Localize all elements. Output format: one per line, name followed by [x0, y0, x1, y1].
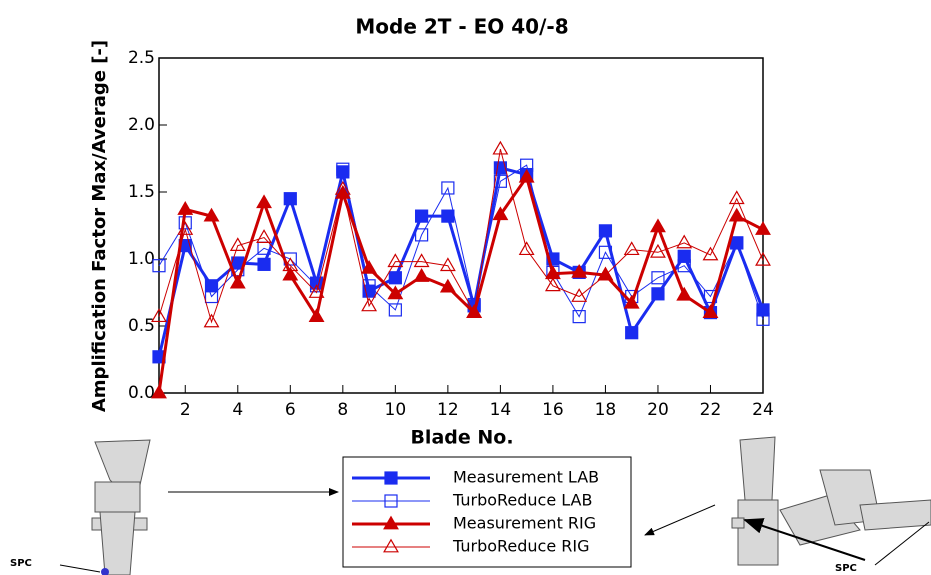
series-line: [159, 149, 763, 322]
legend-label: Measurement LAB: [453, 468, 599, 487]
left-blade-mesh: [92, 440, 150, 575]
marker: [651, 220, 665, 232]
marker: [258, 258, 270, 270]
marker: [704, 248, 718, 260]
y-tick-label: 1.5: [128, 182, 155, 202]
marker: [677, 288, 691, 300]
x-tick-label: 24: [752, 400, 774, 420]
y-tick-label: 2.0: [128, 115, 155, 135]
legend-label: TurboReduce LAB: [452, 491, 592, 510]
arrow: [645, 505, 715, 535]
marker: [625, 242, 639, 254]
right-blade-mesh: [732, 437, 931, 565]
x-tick-label: 2: [180, 400, 191, 420]
annotation: SPC: [835, 563, 857, 574]
x-tick-label: 16: [542, 400, 564, 420]
marker: [231, 276, 245, 288]
y-tick-label: 0.5: [128, 316, 155, 336]
marker: [415, 269, 429, 281]
chart-title: Mode 2T - EO 40/-8: [355, 15, 568, 39]
marker: [389, 272, 401, 284]
legend-label: Measurement RIG: [453, 514, 596, 533]
x-tick-label: 4: [232, 400, 243, 420]
legend-marker: [385, 472, 397, 484]
marker: [415, 254, 429, 266]
arrow: [60, 565, 100, 572]
marker: [337, 166, 349, 178]
marker: [416, 210, 428, 222]
marker: [178, 202, 192, 214]
series-line: [159, 177, 763, 393]
plot-frame: [159, 58, 763, 393]
marker: [677, 236, 691, 248]
x-tick-label: 10: [385, 400, 407, 420]
marker: [730, 192, 744, 204]
y-tick-label: 2.5: [128, 48, 155, 68]
marker: [442, 210, 454, 222]
x-tick-label: 22: [700, 400, 722, 420]
marker: [572, 289, 586, 301]
x-tick-label: 18: [595, 400, 617, 420]
annotation: SPC: [10, 558, 32, 569]
y-tick-label: 1.0: [128, 249, 155, 269]
legend-label: TurboReduce RIG: [452, 537, 590, 556]
y-axis-label: Amplification Factor Max/Average [-]: [89, 40, 110, 412]
marker: [257, 196, 271, 208]
y-tick-label: 0.0: [128, 383, 155, 403]
marker: [283, 268, 297, 280]
x-tick-label: 14: [490, 400, 512, 420]
x-tick-label: 12: [437, 400, 459, 420]
marker: [652, 288, 664, 300]
marker: [257, 230, 271, 242]
marker: [678, 250, 690, 262]
marker: [311, 277, 323, 289]
marker: [284, 193, 296, 205]
x-tick-label: 20: [647, 400, 669, 420]
chart: Mode 2T - EO 40/-8 Blade No. Amplificati…: [0, 0, 931, 575]
x-tick-label: 8: [337, 400, 348, 420]
x-axis-label: Blade No.: [410, 427, 513, 449]
marker: [599, 225, 611, 237]
marker: [626, 327, 638, 339]
x-tick-label: 6: [285, 400, 296, 420]
